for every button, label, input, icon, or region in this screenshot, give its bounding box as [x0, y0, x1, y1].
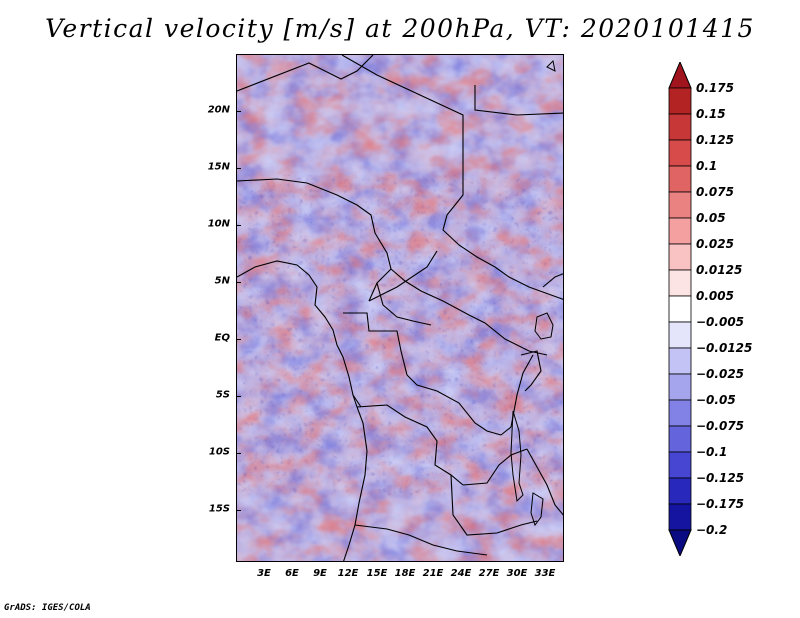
- colorbar-label: −0.025: [696, 367, 745, 381]
- colorbar-bin: [668, 113, 692, 141]
- colorbar-label: −0.175: [696, 497, 745, 511]
- colorbar-bottom-triangle: [668, 529, 692, 556]
- colorbar-top-triangle: [668, 62, 692, 89]
- colorbar-label: 0.0125: [696, 263, 743, 277]
- colorbar-bin: [668, 243, 692, 271]
- lat-label-5s: 5S: [215, 389, 230, 401]
- lon-label-3e: 3E: [257, 568, 271, 579]
- colorbar-bin: [668, 87, 692, 115]
- vertical-velocity-field: [237, 55, 563, 561]
- colorbar-label: −0.0125: [696, 341, 753, 355]
- colorbar-bin: [668, 165, 692, 193]
- lat-label-15n: 15N: [207, 161, 230, 173]
- colorbar-label: 0.15: [696, 107, 726, 121]
- grads-credit: GrADS: IGES/COLA: [4, 603, 91, 613]
- colorbar-bin: [668, 347, 692, 375]
- colorbar-label: −0.125: [696, 471, 745, 485]
- lon-label-9e: 9E: [313, 568, 327, 579]
- lon-label-21e: 21E: [422, 568, 444, 579]
- lon-label-6e: 6E: [285, 568, 299, 579]
- lon-label-15e: 15E: [366, 568, 388, 579]
- colorbar-label: 0.05: [696, 211, 726, 225]
- colorbar-bin: [668, 191, 692, 219]
- map-plot-area[interactable]: [236, 54, 564, 562]
- lon-label-12e: 12E: [337, 568, 359, 579]
- lat-label-10s: 10S: [208, 446, 230, 458]
- colorbar-label: 0.175: [696, 81, 734, 95]
- colorbar: [668, 62, 692, 556]
- colorbar-label: 0.025: [696, 237, 734, 251]
- colorbar-bin: [668, 295, 692, 323]
- lon-label-30e: 30E: [506, 568, 528, 579]
- lat-label-5n: 5N: [214, 275, 230, 287]
- colorbar-label: 0.075: [696, 185, 734, 199]
- colorbar-bin: [668, 503, 692, 531]
- lat-label-10n: 10N: [207, 218, 230, 230]
- colorbar-bin: [668, 477, 692, 505]
- colorbar-bin: [668, 217, 692, 245]
- colorbar-bin: [668, 373, 692, 401]
- colorbar-label: 0.1: [696, 159, 718, 173]
- lat-label-eq: EQ: [214, 332, 230, 344]
- colorbar-label: 0.125: [696, 133, 734, 147]
- colorbar-label: −0.1: [696, 445, 728, 459]
- lat-label-15s: 15S: [208, 503, 230, 515]
- lon-label-18e: 18E: [394, 568, 416, 579]
- colorbar-bin: [668, 399, 692, 427]
- colorbar-bin: [668, 321, 692, 349]
- lon-label-27e: 27E: [478, 568, 500, 579]
- colorbar-bin: [668, 139, 692, 167]
- lat-label-20n: 20N: [207, 104, 230, 116]
- lon-label-33e: 33E: [534, 568, 556, 579]
- colorbar-label: −0.2: [696, 523, 728, 537]
- colorbar-bin: [668, 269, 692, 297]
- chart-title: Vertical velocity [m/s] at 200hPa, VT: 2…: [45, 14, 755, 43]
- colorbar-label: −0.05: [696, 393, 736, 407]
- colorbar-label: −0.075: [696, 419, 745, 433]
- colorbar-bin: [668, 425, 692, 453]
- colorbar-bin: [668, 451, 692, 479]
- colorbar-label: −0.005: [696, 315, 745, 329]
- colorbar-label: 0.005: [696, 289, 734, 303]
- lon-label-24e: 24E: [450, 568, 472, 579]
